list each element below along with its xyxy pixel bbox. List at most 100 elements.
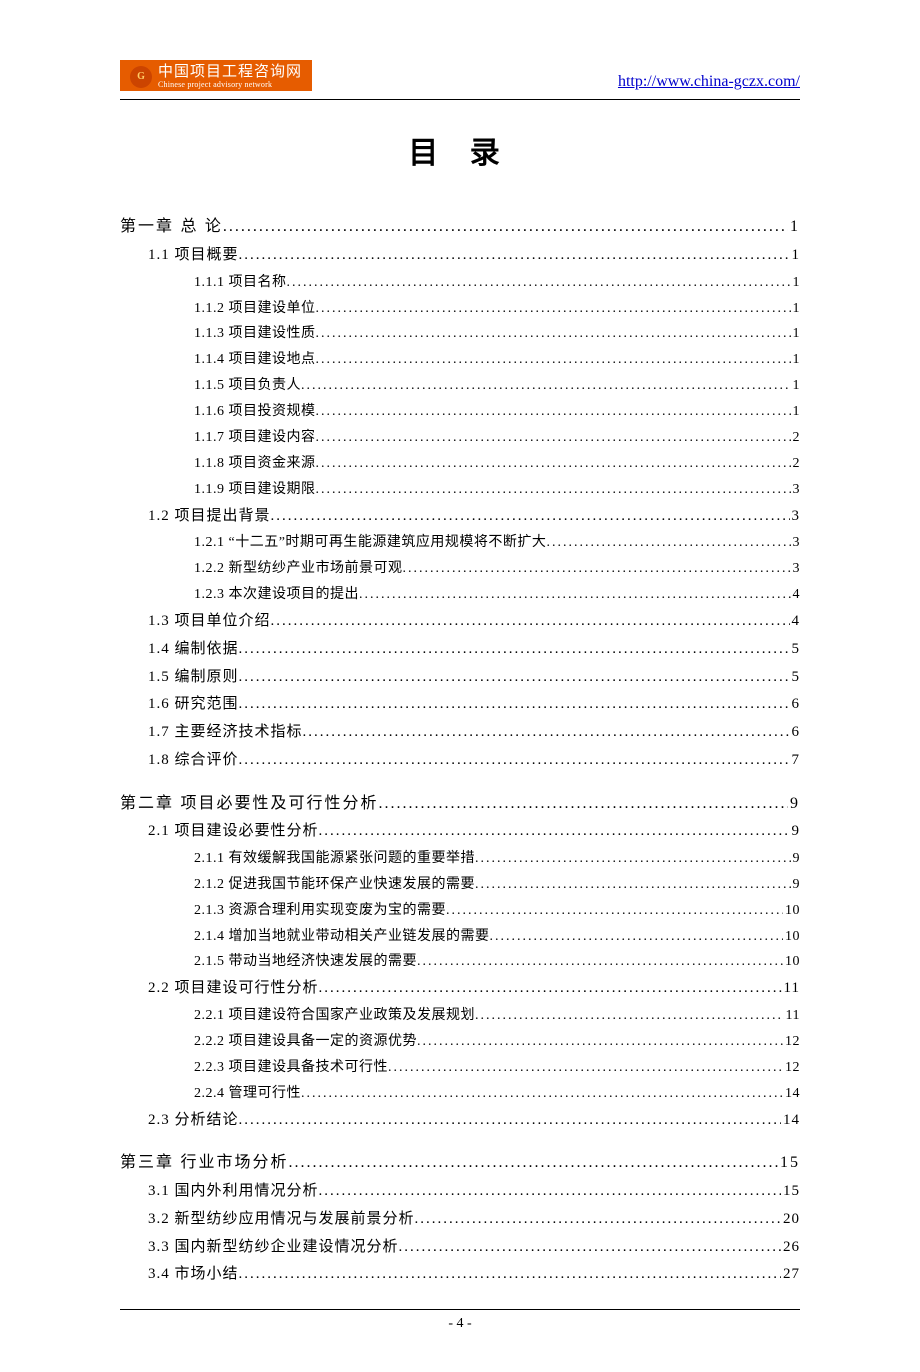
toc-entry-label: 1.1.5 项目负责人 xyxy=(194,373,301,399)
toc-entry[interactable]: 1.1 项目概要 1 xyxy=(148,242,800,270)
toc-entry-label: 2.1.1 有效缓解我国能源紧张问题的重要举措 xyxy=(194,846,475,872)
toc-entry-label: 2.2 项目建设可行性分析 xyxy=(148,975,319,1003)
toc-entry-label: 2.2.2 项目建设具备一定的资源优势 xyxy=(194,1029,417,1055)
toc-dot-leader xyxy=(239,1261,781,1289)
toc-entry[interactable]: 1.1.5 项目负责人 1 xyxy=(194,373,800,399)
toc-entry-page: 9 xyxy=(791,846,801,872)
logo-text: 中国项目工程咨询网 Chinese project advisory netwo… xyxy=(158,64,302,89)
toc-dot-leader xyxy=(319,1178,781,1206)
toc-entry[interactable]: 1.6 研究范围 6 xyxy=(148,691,800,719)
toc-dot-leader xyxy=(417,1029,783,1055)
toc-entry-page: 9 xyxy=(791,872,801,898)
toc-entry[interactable]: 1.3 项目单位介绍 4 xyxy=(148,608,800,636)
toc-entry-label: 1.1.9 项目建设期限 xyxy=(194,477,316,503)
toc-entry[interactable]: 1.1.2 项目建设单位 1 xyxy=(194,296,800,322)
toc-entry-label: 1.7 主要经济技术指标 xyxy=(148,719,303,747)
toc-entry-label: 1.1.6 项目投资规模 xyxy=(194,399,316,425)
table-of-contents: 第一章 总 论 11.1 项目概要 11.1.1 项目名称 11.1.2 项目建… xyxy=(120,212,800,1289)
toc-entry[interactable]: 2.1.2 促进我国节能环保产业快速发展的需要 9 xyxy=(194,872,800,898)
toc-entry-label: 1.1.7 项目建设内容 xyxy=(194,425,316,451)
toc-entry-page: 3 xyxy=(790,503,801,531)
toc-entry[interactable]: 3.3 国内新型纺纱企业建设情况分析 26 xyxy=(148,1234,800,1262)
toc-entry-label: 2.2.3 项目建设具备技术可行性 xyxy=(194,1055,388,1081)
toc-entry-label: 1.4 编制依据 xyxy=(148,636,239,664)
toc-dot-leader xyxy=(475,1003,784,1029)
toc-entry[interactable]: 2.1.5 带动当地经济快速发展的需要 10 xyxy=(194,949,800,975)
toc-entry[interactable]: 1.2.3 本次建设项目的提出 4 xyxy=(194,582,800,608)
toc-entry-page: 26 xyxy=(781,1234,800,1262)
toc-entry-page: 4 xyxy=(790,608,801,636)
toc-entry[interactable]: 2.2.4 管理可行性 14 xyxy=(194,1081,800,1107)
toc-entry[interactable]: 1.1.8 项目资金来源 2 xyxy=(194,451,800,477)
toc-entry[interactable]: 第一章 总 论 1 xyxy=(120,212,800,242)
toc-entry-label: 1.2.2 新型纺纱产业市场前景可观 xyxy=(194,556,403,582)
toc-entry-page: 9 xyxy=(788,789,800,819)
toc-dot-leader xyxy=(303,719,790,747)
toc-entry[interactable]: 3.1 国内外利用情况分析 15 xyxy=(148,1178,800,1206)
site-url-link[interactable]: http://www.china-gczx.com/ xyxy=(618,73,800,91)
toc-entry-page: 3 xyxy=(791,477,801,503)
toc-dot-leader xyxy=(316,425,791,451)
toc-entry-page: 15 xyxy=(781,1178,800,1206)
toc-entry-label: 1.3 项目单位介绍 xyxy=(148,608,271,636)
toc-entry-label: 2.1.5 带动当地经济快速发展的需要 xyxy=(194,949,417,975)
toc-dot-leader xyxy=(239,691,790,719)
toc-entry-page: 27 xyxy=(781,1261,800,1289)
toc-entry[interactable]: 1.1.1 项目名称 1 xyxy=(194,270,800,296)
toc-dot-leader xyxy=(301,1081,783,1107)
toc-entry-page: 2 xyxy=(791,425,801,451)
toc-entry[interactable]: 第二章 项目必要性及可行性分析 9 xyxy=(120,789,800,819)
toc-entry-label: 1.1.8 项目资金来源 xyxy=(194,451,316,477)
toc-entry[interactable]: 2.2.3 项目建设具备技术可行性 12 xyxy=(194,1055,800,1081)
toc-dot-leader xyxy=(301,373,791,399)
toc-entry[interactable]: 3.4 市场小结 27 xyxy=(148,1261,800,1289)
toc-entry-page: 11 xyxy=(784,1003,800,1029)
toc-entry[interactable]: 2.1.4 增加当地就业带动相关产业链发展的需要 10 xyxy=(194,924,800,950)
toc-entry-label: 1.2.1 “十二五”时期可再生能源建筑应用规模将不断扩大 xyxy=(194,530,546,556)
toc-entry[interactable]: 1.2 项目提出背景 3 xyxy=(148,503,800,531)
toc-entry-label: 2.2.4 管理可行性 xyxy=(194,1081,301,1107)
toc-entry[interactable]: 1.2.1 “十二五”时期可再生能源建筑应用规模将不断扩大 3 xyxy=(194,530,800,556)
toc-dot-leader xyxy=(546,530,790,556)
toc-entry-page: 1 xyxy=(791,347,801,373)
toc-entry[interactable]: 1.1.9 项目建设期限 3 xyxy=(194,477,800,503)
toc-entry[interactable]: 2.1 项目建设必要性分析 9 xyxy=(148,818,800,846)
toc-dot-leader xyxy=(417,949,783,975)
toc-entry-page: 2 xyxy=(791,451,801,477)
toc-entry[interactable]: 2.2 项目建设可行性分析 11 xyxy=(148,975,800,1003)
toc-entry[interactable]: 1.5 编制原则 5 xyxy=(148,664,800,692)
toc-entry[interactable]: 1.2.2 新型纺纱产业市场前景可观 3 xyxy=(194,556,800,582)
toc-dot-leader xyxy=(239,1107,781,1135)
toc-entry-label: 3.2 新型纺纱应用情况与发展前景分析 xyxy=(148,1206,415,1234)
toc-entry-label: 3.1 国内外利用情况分析 xyxy=(148,1178,319,1206)
toc-entry[interactable]: 2.1.1 有效缓解我国能源紧张问题的重要举措 9 xyxy=(194,846,800,872)
toc-dot-leader xyxy=(239,636,790,664)
toc-entry[interactable]: 1.1.3 项目建设性质 1 xyxy=(194,321,800,347)
toc-entry-page: 1 xyxy=(791,321,801,347)
logo-title-en: Chinese project advisory network xyxy=(158,81,302,90)
toc-entry-page: 6 xyxy=(790,691,801,719)
toc-entry[interactable]: 1.1.4 项目建设地点 1 xyxy=(194,347,800,373)
toc-dot-leader xyxy=(223,212,788,242)
toc-entry-page: 9 xyxy=(790,818,801,846)
toc-entry[interactable]: 2.2.2 项目建设具备一定的资源优势 12 xyxy=(194,1029,800,1055)
toc-entry-page: 5 xyxy=(790,664,801,692)
toc-entry[interactable]: 2.2.1 项目建设符合国家产业政策及发展规划 11 xyxy=(194,1003,800,1029)
toc-entry-label: 1.6 研究范围 xyxy=(148,691,239,719)
toc-entry[interactable]: 2.1.3 资源合理利用实现变废为宝的需要 10 xyxy=(194,898,800,924)
toc-entry-page: 10 xyxy=(783,924,800,950)
toc-entry-label: 2.1.4 增加当地就业带动相关产业链发展的需要 xyxy=(194,924,490,950)
toc-entry-label: 1.1 项目概要 xyxy=(148,242,239,270)
toc-entry[interactable]: 3.2 新型纺纱应用情况与发展前景分析 20 xyxy=(148,1206,800,1234)
toc-entry[interactable]: 1.7 主要经济技术指标 6 xyxy=(148,719,800,747)
toc-entry[interactable]: 1.8 综合评价 7 xyxy=(148,747,800,775)
toc-entry-label: 1.1.4 项目建设地点 xyxy=(194,347,316,373)
toc-entry[interactable]: 第三章 行业市场分析 15 xyxy=(120,1148,800,1178)
toc-entry-label: 第三章 行业市场分析 xyxy=(120,1148,288,1178)
toc-dot-leader xyxy=(319,975,782,1003)
toc-entry[interactable]: 1.1.7 项目建设内容 2 xyxy=(194,425,800,451)
toc-entry[interactable]: 2.3 分析结论 14 xyxy=(148,1107,800,1135)
toc-entry[interactable]: 1.4 编制依据 5 xyxy=(148,636,800,664)
page-header: G 中国项目工程咨询网 Chinese project advisory net… xyxy=(120,60,800,91)
toc-entry[interactable]: 1.1.6 项目投资规模 1 xyxy=(194,399,800,425)
